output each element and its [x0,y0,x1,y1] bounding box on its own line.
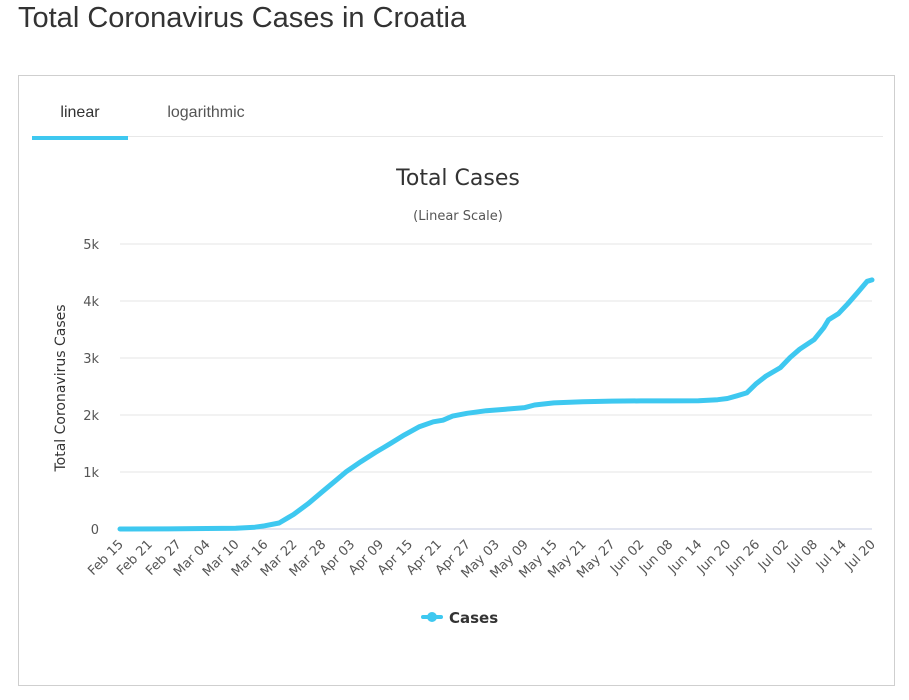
legend-swatch-marker [427,612,437,622]
x-tick-label: Jul 20 [842,537,879,574]
tab-linear[interactable]: linear [32,102,128,140]
x-tick-label: Jul 14 [813,537,850,574]
legend[interactable]: Cases [421,609,498,627]
cases-chart: Total Cases (Linear Scale) Total Coronav… [53,166,879,627]
legend-label-cases: Cases [449,609,498,627]
y-tick-labels: 0 1k 2k 3k 4k 5k [83,238,99,538]
y-axis-label: Total Coronavirus Cases [53,304,69,472]
y-tick-label: 0 [91,523,99,538]
chart-subtitle: (Linear Scale) [413,209,503,224]
series-line-cases[interactable] [117,277,875,532]
tab-logarithmic[interactable]: logarithmic [167,104,245,121]
y-tick-label: 3k [83,352,99,367]
x-tick-label: Jul 02 [755,537,792,574]
y-tick-label: 5k [83,238,99,253]
chart-title: Total Cases [395,166,520,191]
chart-panel: linear logarithmic Total Cases (Linear S… [18,75,895,686]
y-tick-label: 1k [83,466,99,481]
scale-tabs: linear logarithmic [32,76,883,140]
grid-lines [120,243,872,530]
y-tick-label: 4k [83,295,99,310]
x-tick-label: Jul 08 [784,537,821,574]
page-title: Total Coronavirus Cases in Croatia [18,2,467,34]
series-layer [117,277,875,532]
y-tick-label: 2k [83,409,99,424]
